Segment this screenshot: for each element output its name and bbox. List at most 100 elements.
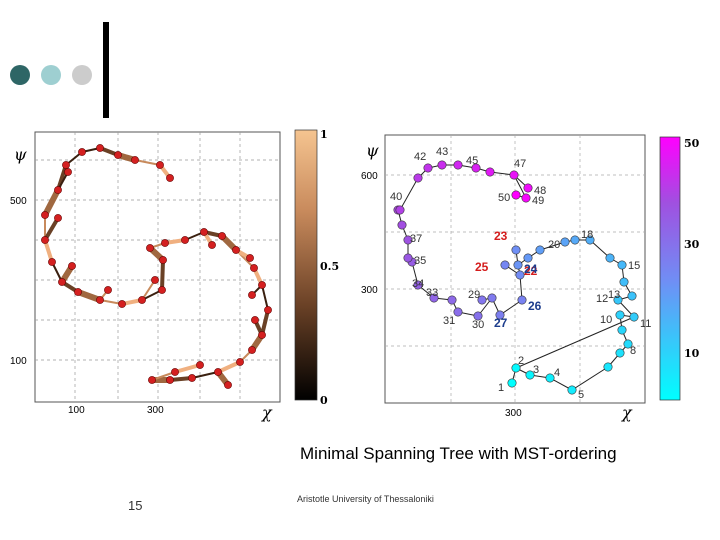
chart1-point [48, 258, 56, 266]
chart2-point [623, 339, 633, 349]
chart2-point [570, 235, 580, 245]
chart2-point [617, 325, 627, 335]
chart1-colorbar-tick-05: 0.5 [320, 260, 339, 273]
chart1-edge [75, 289, 103, 303]
chart2-point [500, 260, 510, 270]
chart1-point [118, 300, 126, 308]
chart1-colorbar-tick-1: 1 [320, 128, 328, 141]
chart1-point [148, 376, 156, 384]
chart1-point [131, 156, 139, 164]
chart1-point [41, 236, 49, 244]
chart2-point [511, 245, 521, 255]
chart2-point [560, 237, 570, 247]
chart2-point-label: 37 [410, 233, 422, 245]
chart2-point-label: 29 [468, 289, 480, 301]
chart2-point-label: 18 [581, 229, 593, 241]
chart1-point [151, 276, 159, 284]
chart2-points [393, 160, 639, 395]
chart2-point-label: 15 [628, 260, 640, 272]
chart2-point-label: 12 [596, 293, 608, 305]
chart1-point [54, 214, 62, 222]
chart1-point [246, 254, 254, 262]
chart2-point-label: 33 [426, 287, 438, 299]
chart1-point [166, 174, 174, 182]
chart2-colorbar-tick-30: 30 [684, 238, 700, 251]
footer-text: Aristotle University of Thessaloniki [297, 494, 434, 504]
chart1-edge [216, 360, 242, 374]
chart1-point [188, 374, 196, 382]
chart2-point [545, 373, 555, 383]
chart2-point [507, 378, 517, 388]
chart1-point [258, 281, 266, 289]
chart2-point [521, 193, 531, 203]
chart2-grid [385, 135, 645, 403]
chart2-point-label: 23 [494, 229, 508, 243]
chart1-edge [160, 258, 165, 292]
chart1-point [156, 161, 164, 169]
chart1-edge [173, 363, 202, 374]
chart2-point [453, 160, 463, 170]
chart2-point-label: 49 [532, 195, 544, 207]
chart2-ytick-300: 300 [361, 285, 378, 296]
chart2-point [429, 293, 439, 303]
chart1-colorbar-tick-0: 0 [320, 394, 328, 407]
chart2-edge [399, 177, 419, 211]
chart2-point-label: 43 [436, 146, 448, 158]
chart2-point-label: 25 [475, 260, 489, 274]
slide-caption: Minimal Spanning Tree with MST-ordering [300, 444, 617, 463]
chart2-point-label: 42 [414, 151, 426, 163]
chart2-edge [515, 316, 635, 369]
chart2-point-label: 45 [466, 155, 478, 167]
chart2-point-label: 26 [528, 299, 542, 313]
chart2-point-label: 50 [498, 192, 510, 204]
chart2-point [477, 295, 487, 305]
chart2-point [615, 310, 625, 320]
chart1-point [104, 286, 112, 294]
chart2-point-label: 40 [390, 191, 402, 203]
chart2-point-label: 8 [630, 345, 636, 357]
chart2-point [615, 348, 625, 358]
chart2-point [619, 277, 629, 287]
chart2-ytick-600: 600 [361, 171, 378, 182]
chart2-point [511, 363, 521, 373]
chart1-point [171, 368, 179, 376]
chart1-point [236, 358, 244, 366]
chart2-point [437, 160, 447, 170]
chart1-point [251, 316, 259, 324]
decor-dot-cyan [41, 65, 61, 85]
chart2-point-label: 24 [524, 262, 538, 276]
chart1-point [158, 286, 166, 294]
chart1-point [146, 244, 154, 252]
chart1-point [74, 288, 82, 296]
chart1-point [196, 361, 204, 369]
chart1-point [96, 296, 104, 304]
decor-dot-gray [72, 65, 92, 85]
chart2-point [627, 291, 637, 301]
chart1-point [264, 306, 272, 314]
chart2-point-label: 34 [412, 278, 424, 290]
decor-dot-teal [10, 65, 30, 85]
chart2-point [523, 253, 533, 263]
chart2-point [453, 307, 463, 317]
chart2-point-label: 10 [600, 314, 612, 326]
chart2-point [485, 167, 495, 177]
chart2-point-label: 4 [554, 367, 560, 379]
chart2-point [585, 235, 595, 245]
chart2-point-label: 22 [524, 264, 538, 278]
chart1-point [78, 148, 86, 156]
chart2-xtick-300: 300 [505, 408, 522, 419]
chart1-point [224, 381, 232, 389]
chart1-edge [134, 159, 161, 166]
chart1-point [159, 256, 167, 264]
chart2-edge [571, 366, 609, 391]
chart1-point [58, 278, 66, 286]
chart1-ytick-100: 100 [10, 356, 27, 367]
chart2-point [629, 312, 639, 322]
chart1-xlabel: χ [261, 403, 273, 422]
chart2-point [403, 253, 413, 263]
chart2-point-label: 30 [472, 319, 484, 331]
chart2-ylabel: ψ [366, 141, 379, 160]
chart1-point [200, 228, 208, 236]
